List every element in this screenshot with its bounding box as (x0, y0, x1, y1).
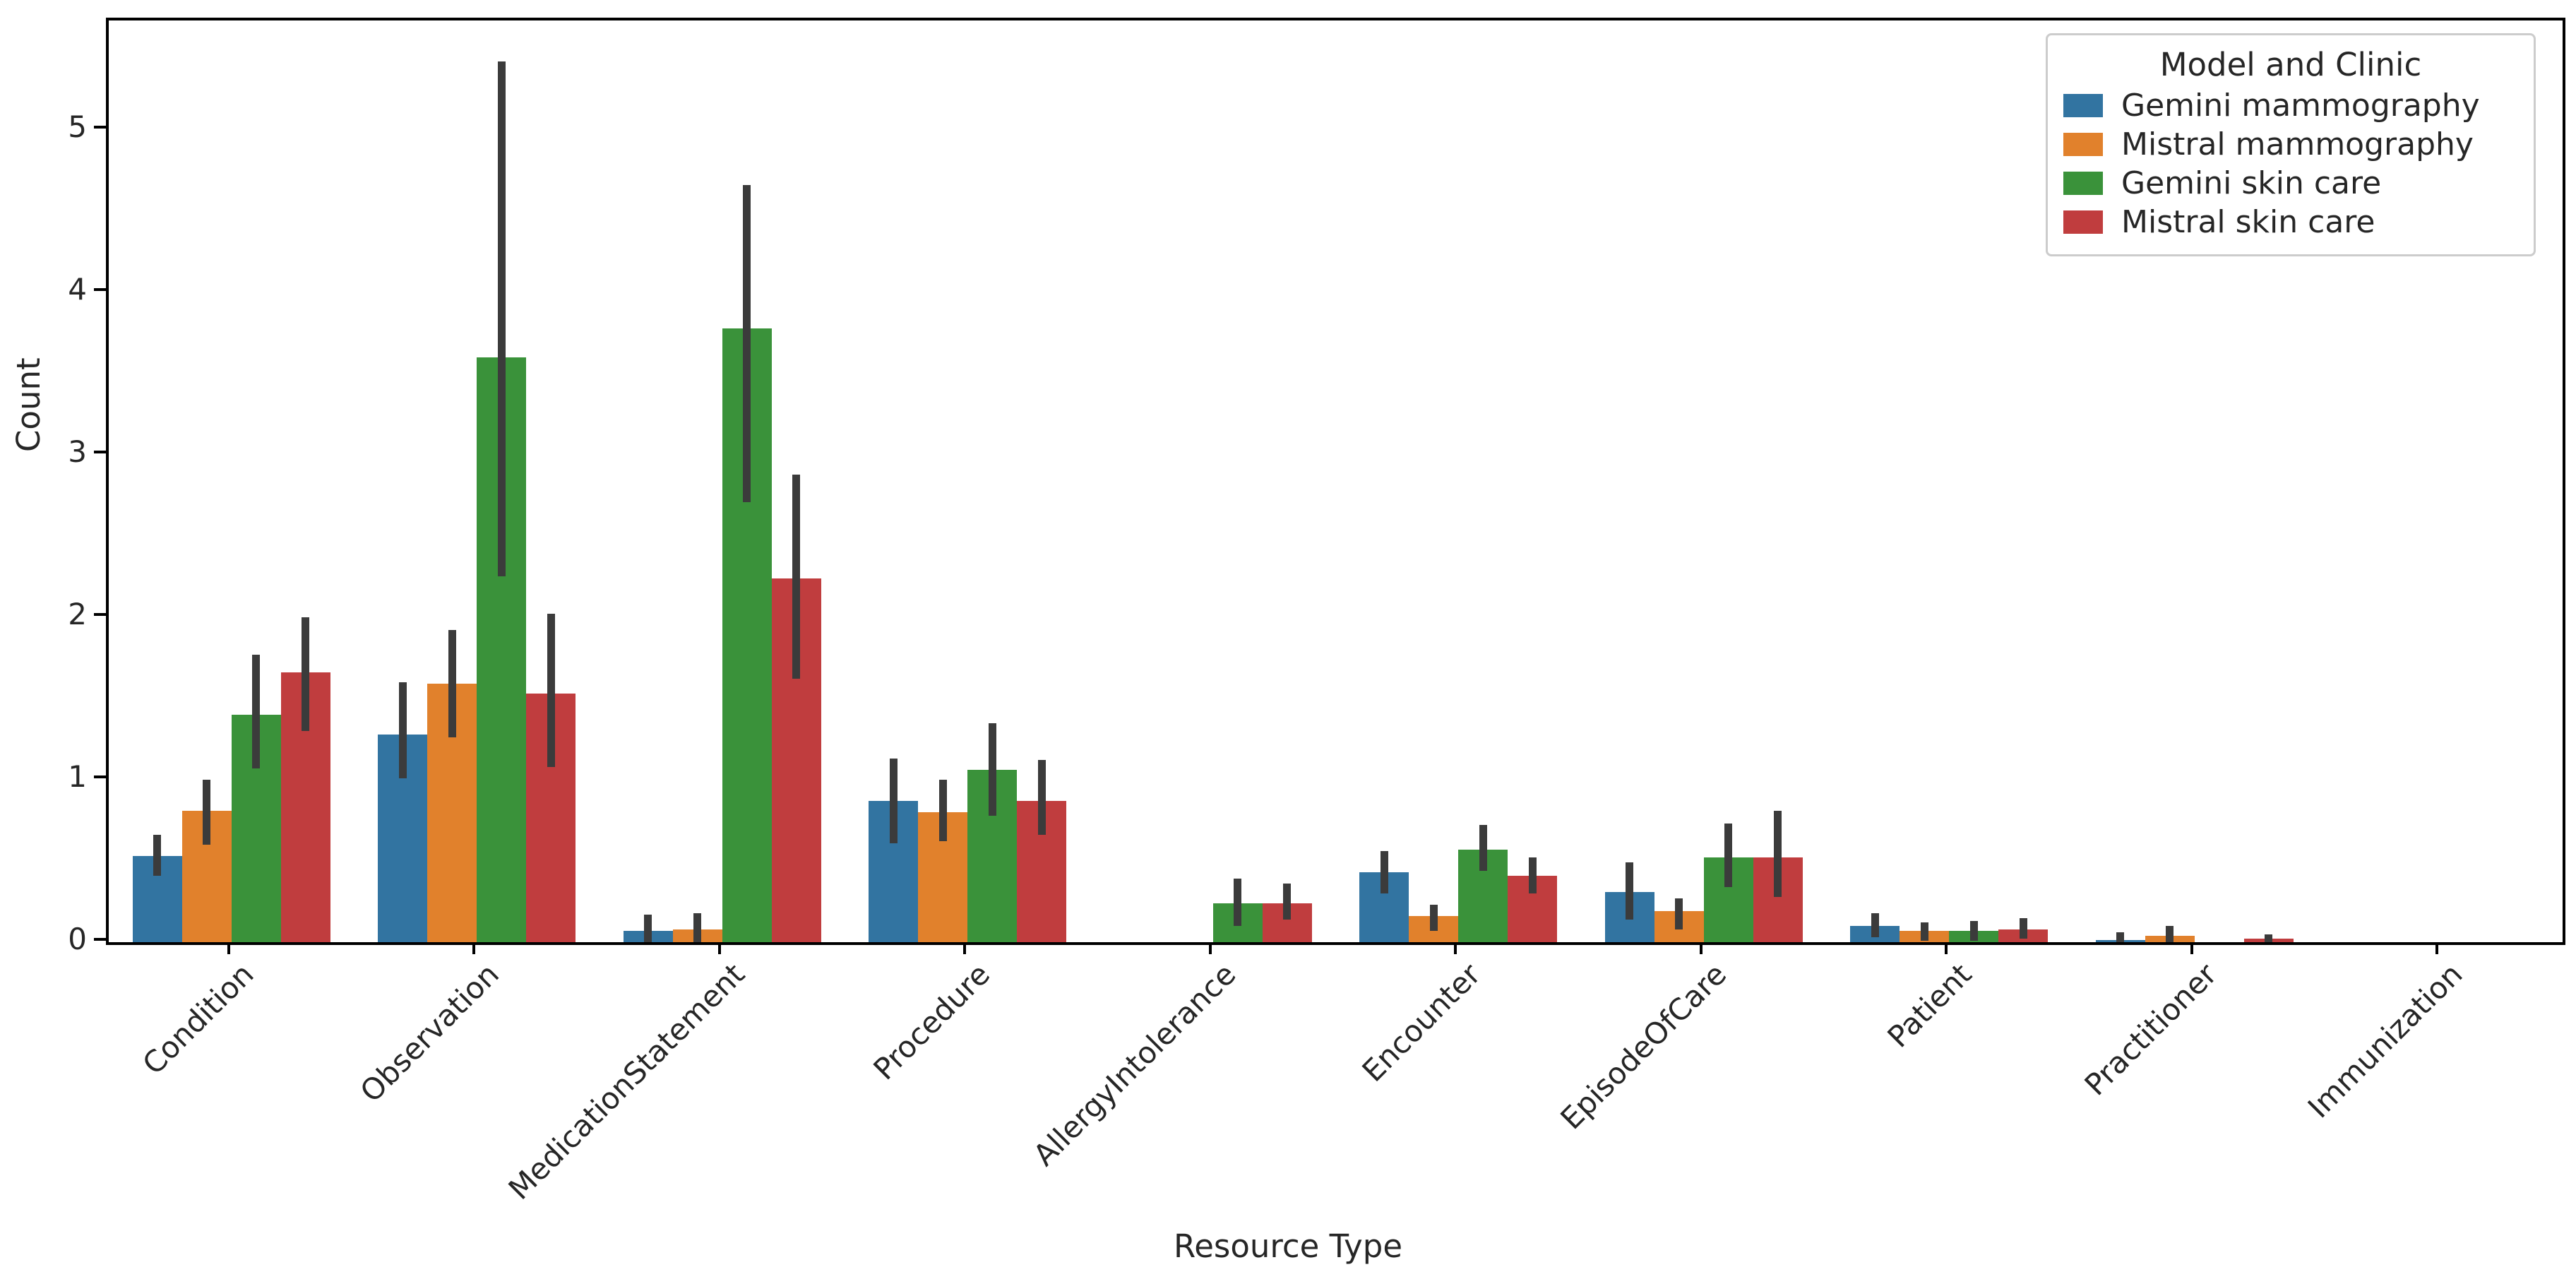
legend-item: Gemini mammography (2063, 86, 2518, 125)
y-tick-mark (94, 613, 106, 616)
legend-items: Gemini mammography Mistral mammography Gem… (2063, 86, 2518, 242)
error-bar (644, 914, 652, 942)
error-bar (1037, 760, 1046, 836)
error-bar (743, 185, 751, 502)
error-bar (1234, 879, 1242, 926)
x-tick-mark (1945, 942, 1948, 954)
legend-item: Mistral mammography (2063, 125, 2518, 164)
x-axis-label: Resource Type (1173, 1228, 1403, 1265)
error-bar (1429, 905, 1438, 931)
error-bar (398, 682, 407, 778)
y-tick-label: 3 (68, 434, 87, 469)
x-tick-mark (963, 942, 967, 954)
category-label: Encounter (1355, 956, 1488, 1089)
y-tick-label: 4 (68, 272, 87, 307)
legend-item: Gemini skin care (2063, 164, 2518, 203)
category-label: EpisodeOfCare (1554, 956, 1733, 1136)
y-tick-mark (94, 451, 106, 453)
error-bar (1528, 857, 1537, 893)
legend-item-label: Mistral mammography (2121, 126, 2474, 162)
x-tick-mark (2435, 942, 2439, 954)
category-label: Immunization (2301, 956, 2469, 1125)
error-bar (1871, 913, 1879, 938)
error-bar (1969, 921, 1978, 941)
x-tick-mark (1699, 942, 1703, 954)
category-label: AllergyIntolerance (1026, 956, 1242, 1173)
legend-item-label: Gemini skin care (2121, 165, 2382, 201)
error-bar (153, 835, 162, 876)
y-tick-mark (94, 288, 106, 291)
category-label: Observation (353, 956, 506, 1110)
category-label: Condition (136, 956, 261, 1081)
category-label: Practitioner (2077, 956, 2224, 1102)
error-bar (2265, 934, 2273, 942)
legend-item-label: Mistral skin care (2121, 204, 2375, 240)
x-tick-mark (1454, 942, 1457, 954)
legend-title: Model and Clinic (2159, 46, 2422, 83)
error-bar (547, 614, 555, 767)
y-tick-mark (94, 775, 106, 778)
y-tick-mark (94, 938, 106, 941)
legend-item: Mistral skin care (2063, 203, 2518, 242)
error-bar (1283, 884, 1292, 920)
error-bar (252, 654, 261, 768)
error-bar (1479, 825, 1487, 871)
error-bar (2019, 917, 2027, 939)
y-tick-label: 5 (68, 109, 87, 145)
y-tick-label: 1 (68, 759, 87, 794)
y-tick-mark (94, 126, 106, 129)
error-bar (1626, 862, 1634, 920)
error-bar (2166, 926, 2174, 942)
category-label: Procedure (866, 956, 997, 1087)
error-bar (988, 723, 996, 816)
error-bar (1920, 922, 1928, 941)
category-label: MedicationStatement (501, 956, 751, 1206)
x-tick-mark (472, 942, 476, 954)
x-tick-mark (2190, 942, 2193, 954)
error-bar (302, 617, 310, 731)
error-bar (792, 474, 801, 679)
error-bar (1724, 824, 1733, 887)
y-tick-label: 0 (68, 922, 87, 956)
error-bar (203, 780, 211, 845)
x-tick-mark (227, 942, 230, 954)
error-bar (889, 759, 898, 843)
error-bar (1774, 810, 1782, 897)
error-bar (497, 61, 506, 577)
x-tick-mark (717, 942, 721, 954)
error-bar (693, 913, 702, 942)
error-bar (2116, 932, 2125, 942)
legend-swatch (2063, 172, 2103, 195)
legend: Model and Clinic Gemini mammography Mistr… (2046, 33, 2536, 256)
error-bar (938, 780, 947, 842)
category-label: Patient (1880, 956, 1979, 1054)
y-tick-label: 2 (68, 597, 87, 631)
legend-item-label: Gemini mammography (2121, 88, 2480, 124)
error-bar (448, 630, 456, 738)
legend-swatch (2063, 210, 2103, 234)
legend-swatch (2063, 133, 2103, 156)
error-bar (1675, 898, 1683, 929)
x-tick-mark (1208, 942, 1212, 954)
legend-swatch (2063, 94, 2103, 117)
error-bar (1380, 851, 1388, 893)
